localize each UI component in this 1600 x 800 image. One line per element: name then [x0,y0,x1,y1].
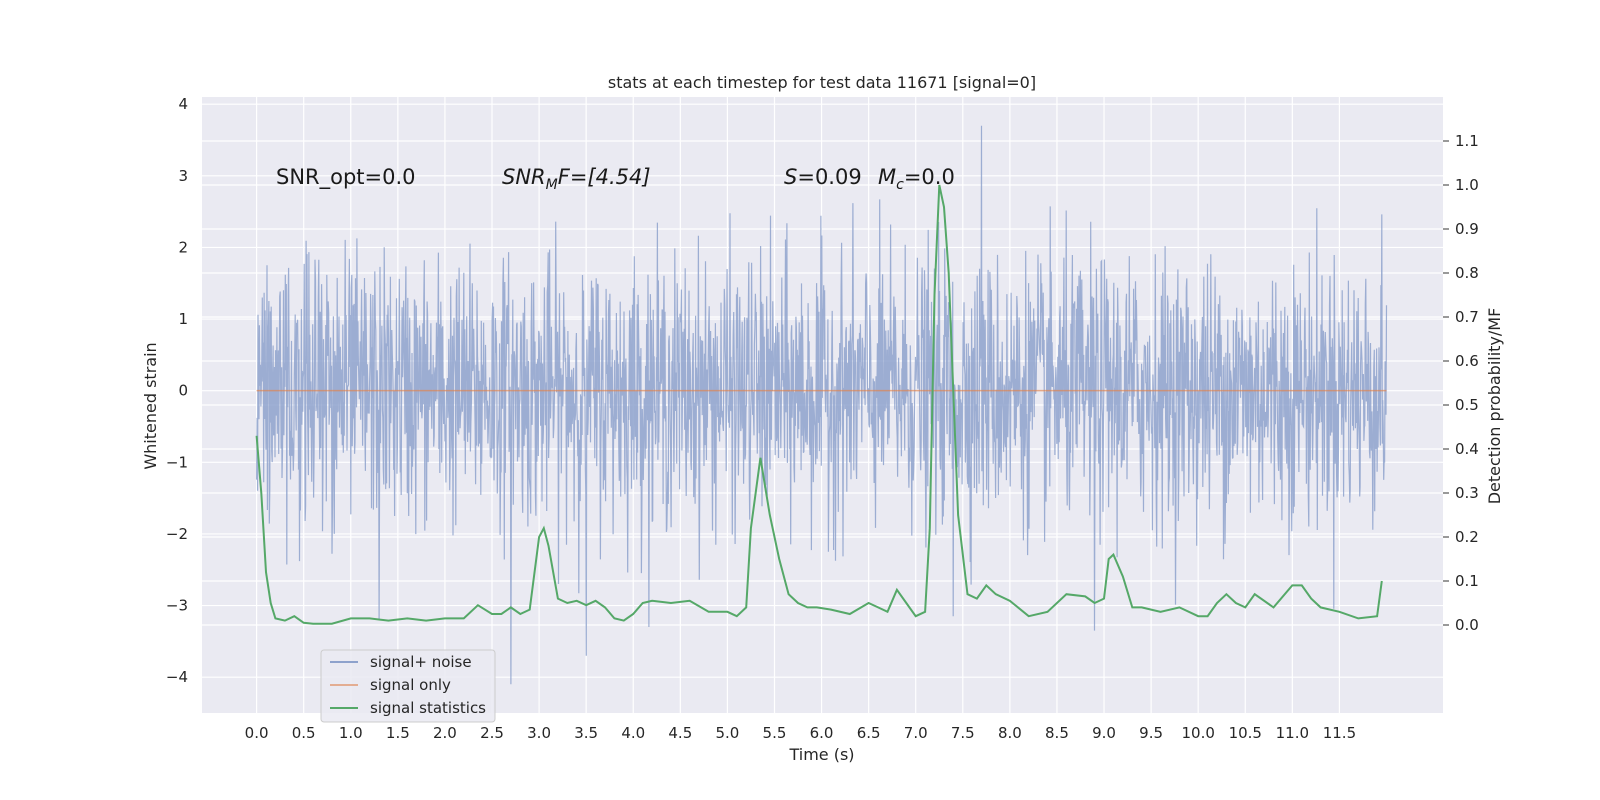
x-tick-label: 5.0 [715,724,739,742]
mc-annotation: Mc=0.0 [878,165,955,193]
s-value: =0.09 [797,165,861,189]
snr-opt-annotation: SNR_opt=0.0 [276,165,416,190]
left-y-tick-label: −1 [166,453,188,471]
x-tick-label: 7.0 [904,724,928,742]
right-y-axis-ticks: 1.1 1.0 0.9 0.8 0.7 0.6 0.5 0.4 0.3 0.2 0.1 0.0 [1443,132,1479,634]
right-y-tick-label: 0.7 [1455,308,1479,326]
left-y-tick-label: −3 [166,597,188,615]
x-tick-label: 7.5 [951,724,975,742]
x-tick-label: 10.0 [1181,724,1214,742]
x-tick-label: 0.0 [245,724,269,742]
right-y-tick-label: 0.4 [1455,440,1479,458]
x-tick-label: 10.5 [1229,724,1262,742]
left-y-axis-label: Whitened strain [141,342,160,469]
x-tick-label: 6.0 [810,724,834,742]
left-y-axis-ticks: 4 3 2 1 0 −1 −2 −3 −4 [166,95,188,686]
left-y-tick-label: 3 [178,167,188,185]
s-symbol: S [784,165,797,189]
x-tick-label: 8.5 [1045,724,1069,742]
right-y-tick-label: 0.3 [1455,484,1479,502]
x-tick-label: 9.5 [1139,724,1163,742]
right-y-tick-label: 0.9 [1455,220,1479,238]
x-tick-label: 5.5 [763,724,787,742]
x-tick-label: 6.5 [857,724,881,742]
chart-title: stats at each timestep for test data 116… [608,73,1036,92]
right-y-tick-label: 0.6 [1455,352,1479,370]
x-tick-label: 11.0 [1276,724,1309,742]
x-tick-label: 3.0 [527,724,551,742]
left-y-tick-label: 2 [178,238,188,256]
noise-trace [256,125,1388,685]
left-y-tick-label: 1 [178,310,188,328]
x-tick-label: 2.0 [433,724,457,742]
signal-statistics-series [255,184,1383,625]
x-tick-label: 9.0 [1092,724,1116,742]
right-y-tick-label: 0.0 [1455,616,1479,634]
left-y-tick-label: 0 [178,382,188,400]
x-axis-label: Time (s) [788,745,854,764]
x-tick-label: 11.5 [1323,724,1356,742]
mc-symbol: M [878,165,896,189]
right-y-tick-label: 1.0 [1455,176,1479,194]
x-tick-label: 8.0 [998,724,1022,742]
left-y-tick-label: −4 [166,668,188,686]
mc-value: =0.0 [904,165,955,189]
legend-label-signal: signal only [370,676,451,694]
snr-mf-value: F=[4.54] [558,165,651,189]
snr-mf-annotation: SNRMF=[4.54] [502,165,651,193]
signal-noise-series [256,125,1388,685]
legend-label-noise: signal+ noise [370,653,472,671]
x-tick-label: 4.0 [621,724,645,742]
left-y-tick-label: 4 [178,95,188,113]
right-y-tick-label: 0.8 [1455,264,1479,282]
snr-mf-symbol: SNR [502,165,546,189]
s-annotation: S=0.09 [784,165,862,189]
x-tick-label: 1.5 [386,724,410,742]
legend-label-stats: signal statistics [370,699,486,717]
mc-subscript: c [896,177,904,193]
x-tick-label: 1.0 [339,724,363,742]
x-tick-label: 2.5 [480,724,504,742]
left-y-tick-label: −2 [166,525,188,543]
right-y-tick-label: 0.1 [1455,572,1479,590]
right-y-tick-label: 0.5 [1455,396,1479,414]
x-tick-label: 0.5 [292,724,316,742]
x-tick-label: 3.5 [574,724,598,742]
right-y-tick-label: 1.1 [1455,132,1479,150]
legend: signal+ noise signal only signal statist… [320,649,496,723]
snr-mf-subscript: M [546,177,558,193]
legend-box [320,649,496,723]
right-y-axis-label: Detection probability/MF [1485,308,1504,505]
x-axis-ticks: 0.0 0.5 1.0 1.5 2.0 2.5 3.0 3.5 4.0 4.5 5.0 5.5 6.0 6… [245,724,1356,742]
x-tick-label: 4.5 [668,724,692,742]
right-y-tick-label: 0.2 [1455,528,1479,546]
